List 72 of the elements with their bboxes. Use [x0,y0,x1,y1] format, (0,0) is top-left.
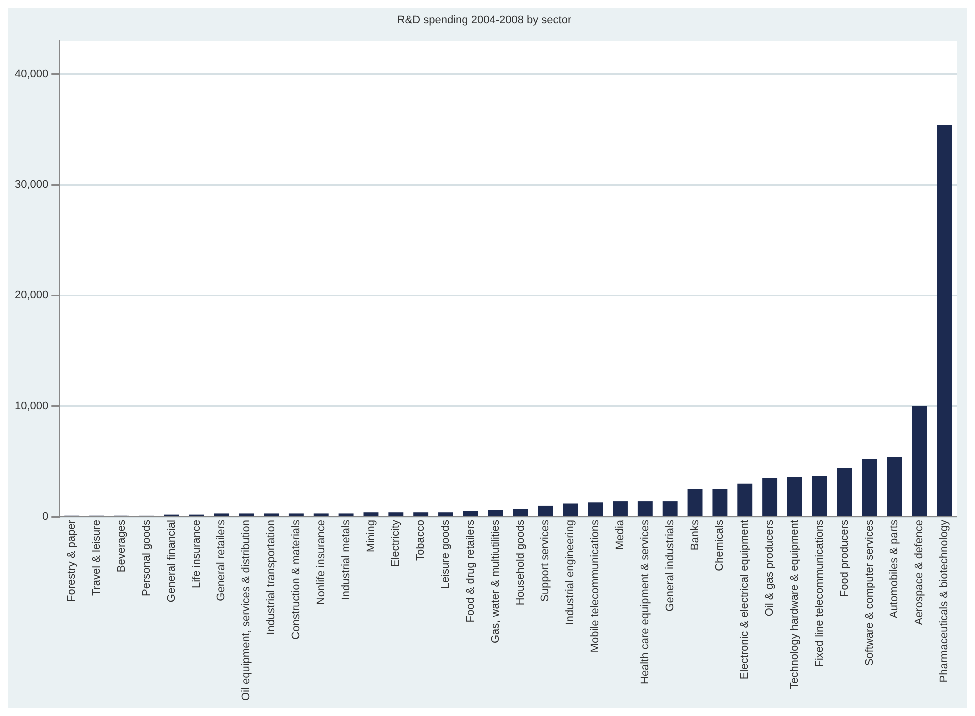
y-tick-label: 10,000 [14,400,49,412]
x-tick-label: Technology hardware & equipment [789,520,802,690]
x-tick-label: Nonlife insurance [315,520,328,606]
x-tick-label: General financial [166,520,178,603]
y-tick-label: 0 [42,511,49,524]
bar [762,478,778,516]
bar [438,512,454,516]
bar [388,512,404,516]
x-tick-label: Chemicals [714,520,726,572]
x-tick-label: Mining [365,520,378,552]
x-tick-label: Fixed line telecommunications [814,520,826,668]
chart-title: R&D spending 2004-2008 by sector [397,14,572,27]
x-tick-label: Mobile telecommunications [590,520,602,653]
x-tick-label: Construction & materials [290,520,302,640]
bar [463,512,478,516]
x-tick-label: Life insurance [190,520,203,589]
bar [662,502,678,516]
x-tick-label: Household goods [514,520,527,606]
x-tick-label: Leisure goods [440,520,452,590]
x-tick-label: Personal goods [140,520,153,596]
bar [364,512,379,516]
x-tick-label: Oil & gas producers [764,520,776,617]
bar [937,125,952,516]
y-tick-label: 40,000 [14,68,49,80]
x-tick-label: Pharmaceuticals & biotechnology [938,520,951,683]
x-tick-label: General retailers [216,520,228,602]
bar [712,489,728,516]
x-tick-label: Gas, water & multiutilities [490,520,502,644]
bar [837,468,852,516]
x-tick-label: General industrials [664,520,676,612]
x-tick-label: Software & computer services [864,520,876,666]
bar [513,509,528,516]
bar [288,514,304,516]
x-tick-label: Industrial transportation [266,520,278,635]
x-tick-label: Health care equipment & services [639,520,652,684]
bar [812,476,828,516]
bar [239,514,254,516]
bar [414,512,429,516]
x-tick-label: Media [614,519,627,550]
x-tick-label: Automobiles & parts [888,520,901,618]
x-tick-label: Food producers [838,520,851,598]
x-tick-label: Industrial engineering [564,520,577,626]
bar [788,477,802,516]
x-tick-label: Forestry & paper [66,520,78,602]
x-tick-label: Tobacco [415,520,428,562]
x-tick-label: Banks [689,520,702,551]
bar [638,502,653,516]
bar [314,514,329,516]
x-tick-label: Support services [540,520,552,602]
bar [887,457,902,516]
bar [563,504,578,516]
x-tick-label: Industrial metals [340,520,352,600]
bar [338,514,354,516]
x-tick-label: Electricity [390,520,402,568]
y-tick-label: 20,000 [14,290,49,302]
bar [538,506,554,516]
x-tick-label: Beverages [116,520,128,573]
x-tick-label: Electronic & electrical equipment [739,520,752,680]
bar [862,459,878,516]
x-tick-label: Aerospace & defence [914,520,926,626]
bar [738,484,753,516]
bar [488,510,504,516]
y-tick-label: 30,000 [14,179,49,192]
bar [613,502,628,516]
bar [912,406,928,516]
bar [214,514,230,516]
bar [264,514,279,516]
bar [688,489,703,516]
x-tick-label: Travel & leisure [91,520,104,596]
bar [588,502,604,516]
x-tick-label: Oil equipment, services & distribution [240,520,253,701]
x-tick-label: Food & drug retailers [464,520,477,623]
